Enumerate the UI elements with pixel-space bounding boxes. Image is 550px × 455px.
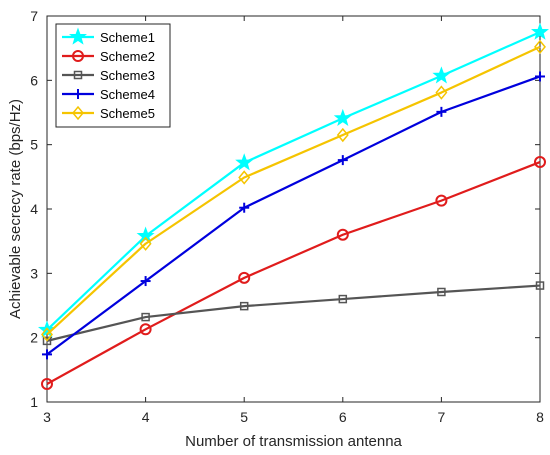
- y-tick-label: 3: [30, 265, 38, 281]
- y-tick-label: 6: [30, 72, 38, 88]
- data-point-scheme3: [42, 336, 52, 346]
- legend-marker: [72, 105, 84, 121]
- data-point-scheme5: [41, 327, 53, 342]
- series-line-scheme3: [46, 284, 541, 342]
- data-point-scheme2: [139, 323, 152, 336]
- data-point-scheme4: [42, 349, 52, 360]
- data-point-scheme1: [432, 66, 451, 84]
- series-scheme5: [41, 39, 546, 342]
- legend-item-scheme1: Scheme1: [62, 27, 155, 45]
- data-point-scheme2: [336, 228, 349, 241]
- data-point-scheme2: [534, 156, 546, 169]
- y-axis-label: Achievable secrecy rate (bps/Hz): [7, 99, 24, 319]
- x-axis-label: Number of transmission antenna: [185, 433, 402, 450]
- data-point-scheme2: [41, 377, 53, 390]
- legend-label: Scheme5: [100, 106, 155, 121]
- y-axis-ticks: 1 2 3 4 5 6 7: [30, 8, 540, 410]
- data-point-scheme3: [437, 287, 446, 297]
- data-point-scheme4: [239, 202, 250, 213]
- y-tick-label: 7: [30, 8, 38, 24]
- legend-label: Scheme4: [100, 87, 155, 102]
- legend-marker: [68, 27, 88, 45]
- legend-marker: [73, 89, 83, 99]
- y-tick-label: 1: [30, 394, 38, 410]
- data-point-scheme4: [140, 276, 151, 287]
- x-tick-label: 7: [438, 409, 446, 425]
- data-point-scheme1: [333, 108, 352, 126]
- legend-label: Scheme2: [100, 49, 155, 64]
- y-tick-label: 4: [30, 201, 38, 217]
- data-point-scheme3: [535, 281, 545, 290]
- legend-item-scheme4: Scheme4: [62, 87, 155, 102]
- data-point-scheme2: [435, 194, 448, 207]
- data-point-scheme3: [239, 301, 249, 311]
- y-tick-label: 5: [30, 137, 38, 153]
- series-line-scheme2: [46, 161, 541, 385]
- x-tick-label: 6: [339, 409, 347, 425]
- series-scheme2: [41, 156, 546, 390]
- data-point-scheme4: [535, 71, 545, 82]
- data-point-scheme1: [530, 22, 550, 40]
- y-tick-label: 2: [30, 330, 38, 346]
- legend-item-scheme5: Scheme5: [62, 105, 155, 121]
- legend-label: Scheme3: [100, 68, 155, 83]
- legend-item-scheme3: Scheme3: [62, 68, 155, 83]
- x-tick-label: 5: [240, 409, 248, 425]
- data-point-scheme1: [136, 226, 155, 244]
- legend: Scheme1 Scheme2 Scheme3 Scheme4 Scheme5: [55, 23, 171, 128]
- series-scheme4: [42, 71, 545, 360]
- data-point-scheme4: [436, 106, 447, 117]
- legend-marker: [73, 70, 83, 80]
- x-tick-label: 3: [43, 409, 51, 425]
- legend-item-scheme2: Scheme2: [62, 49, 155, 64]
- data-point-scheme3: [338, 294, 348, 304]
- data-point-scheme2: [238, 271, 251, 284]
- data-point-scheme5: [336, 127, 349, 143]
- series-line-scheme4: [46, 75, 541, 356]
- legend-label: Scheme1: [100, 30, 155, 45]
- series-scheme3: [42, 281, 545, 346]
- series-line-scheme5: [46, 45, 541, 336]
- data-point-scheme3: [141, 312, 150, 322]
- data-point-scheme1: [235, 153, 254, 171]
- x-axis-ticks: 3 4 5 6 7 8: [43, 16, 544, 425]
- series-line-scheme1: [46, 31, 541, 331]
- legend-marker: [72, 50, 84, 62]
- data-point-scheme5: [534, 39, 546, 55]
- data-point-scheme4: [337, 155, 348, 166]
- series-layer: [37, 22, 550, 390]
- data-point-scheme5: [238, 170, 251, 185]
- x-tick-label: 8: [536, 409, 544, 425]
- x-tick-label: 4: [142, 409, 150, 425]
- data-point-scheme5: [139, 236, 152, 251]
- data-point-scheme5: [435, 85, 448, 100]
